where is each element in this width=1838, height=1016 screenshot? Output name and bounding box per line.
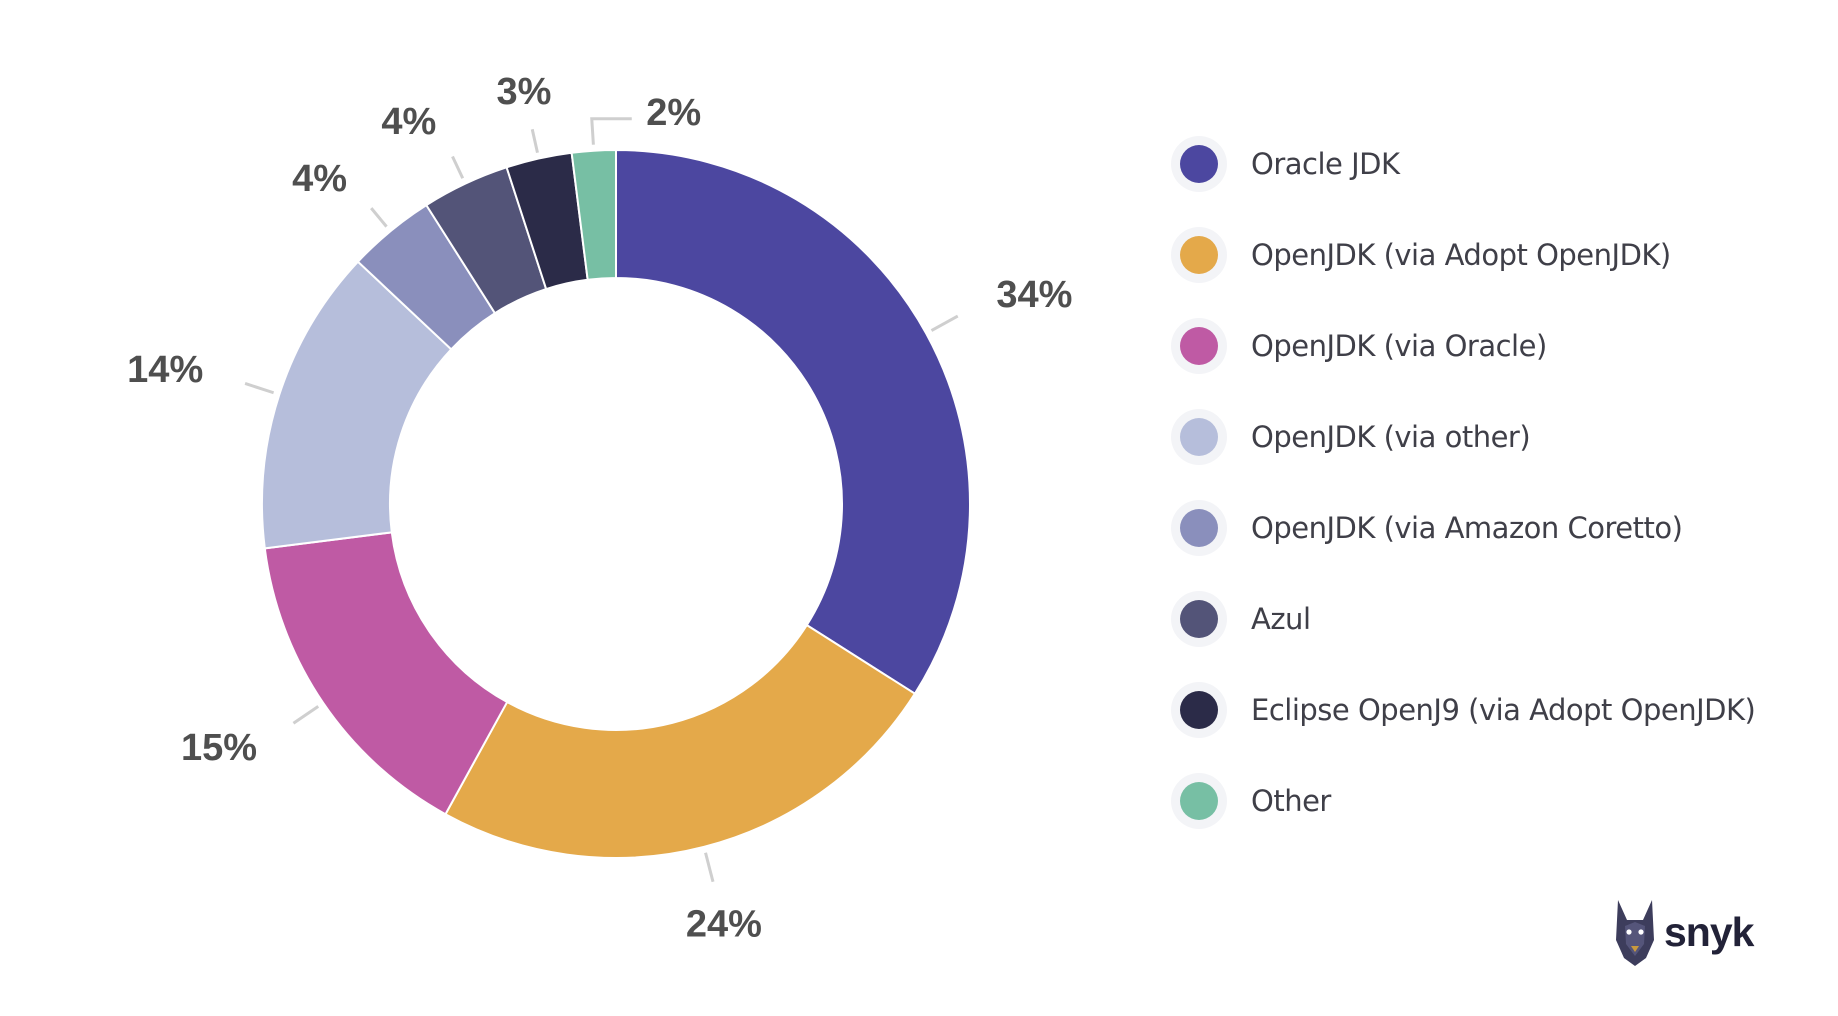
data-label-oracle-jdk: 34% bbox=[996, 274, 1072, 316]
data-label-openjdk-via-amazon-coretto: 4% bbox=[292, 158, 347, 200]
chart-legend: Oracle JDK OpenJDK (via Adopt OpenJDK) Ope… bbox=[1180, 118, 1756, 846]
legend-item-oracle-jdk: Oracle JDK bbox=[1180, 118, 1755, 209]
legend-label: Eclipse OpenJ9 (via Adopt OpenJDK) bbox=[1251, 692, 1756, 727]
legend-item-other: Other bbox=[1180, 755, 1755, 846]
legend-item-openjdk-via-adopt-openjdk: OpenJDK (via Adopt OpenJDK) bbox=[1180, 209, 1755, 300]
snyk-logo: snyk bbox=[1612, 896, 1754, 968]
legend-swatch bbox=[1180, 599, 1218, 638]
data-label-other: 2% bbox=[646, 92, 701, 134]
leader-line-openjdk-via-amazon-coretto bbox=[370, 207, 388, 228]
legend-item-eclipse-openj9-via-adopt-openjdk: Eclipse OpenJ9 (via Adopt OpenJDK) bbox=[1180, 664, 1756, 755]
leader-line-openjdk-via-other bbox=[244, 382, 275, 395]
legend-swatch bbox=[1180, 417, 1218, 456]
data-label-openjdk-via-oracle: 15% bbox=[181, 727, 257, 769]
legend-label: Oracle JDK bbox=[1251, 146, 1400, 181]
slice-openjdk-via-adopt-openjdk bbox=[444, 623, 917, 859]
legend-item-azul: Azul bbox=[1180, 573, 1755, 664]
donut-slices bbox=[261, 148, 971, 859]
legend-label: Azul bbox=[1251, 601, 1311, 636]
logo-text: snyk bbox=[1664, 908, 1754, 955]
leader-line-azul bbox=[451, 155, 465, 179]
data-label-openjdk-via-other: 14% bbox=[127, 349, 203, 391]
legend-swatch bbox=[1180, 235, 1218, 274]
data-label-eclipse-openj9-via-adopt-openjdk: 3% bbox=[496, 71, 551, 113]
legend-item-openjdk-via-oracle: OpenJDK (via Oracle) bbox=[1180, 300, 1755, 391]
legend-label: OpenJDK (via Adopt OpenJDK) bbox=[1251, 237, 1671, 272]
legend-swatch bbox=[1180, 326, 1218, 365]
leader-line-oracle-jdk bbox=[930, 314, 959, 332]
legend-swatch bbox=[1180, 508, 1218, 547]
data-label-openjdk-via-adopt-openjdk: 24% bbox=[686, 903, 762, 945]
legend-label: OpenJDK (via Oracle) bbox=[1251, 328, 1547, 363]
legend-item-openjdk-via-amazon-coretto: OpenJDK (via Amazon Coretto) bbox=[1180, 482, 1755, 573]
slice-oracle-jdk bbox=[615, 148, 971, 696]
legend-item-openjdk-via-other: OpenJDK (via other) bbox=[1180, 391, 1755, 482]
leader-line-other bbox=[590, 117, 632, 145]
data-label-azul: 4% bbox=[381, 101, 436, 143]
legend-label: OpenJDK (via Amazon Coretto) bbox=[1251, 510, 1683, 545]
leader-line-eclipse-openj9-via-adopt-openjdk bbox=[530, 128, 539, 153]
slice-data-labels: 34% 24% 15% 14% 4% 4% 3% 2% bbox=[127, 71, 1072, 945]
leader-line-openjdk-via-oracle bbox=[292, 705, 320, 725]
legend-label: OpenJDK (via other) bbox=[1251, 419, 1531, 454]
slice-other bbox=[570, 148, 617, 281]
legend-swatch bbox=[1180, 144, 1218, 183]
legend-swatch bbox=[1180, 690, 1218, 729]
doberman-icon bbox=[1616, 900, 1654, 966]
legend-swatch bbox=[1180, 781, 1218, 820]
leader-line-openjdk-via-adopt-openjdk bbox=[704, 852, 715, 883]
legend-label: Other bbox=[1251, 783, 1331, 818]
label-leader-lines bbox=[244, 117, 959, 883]
